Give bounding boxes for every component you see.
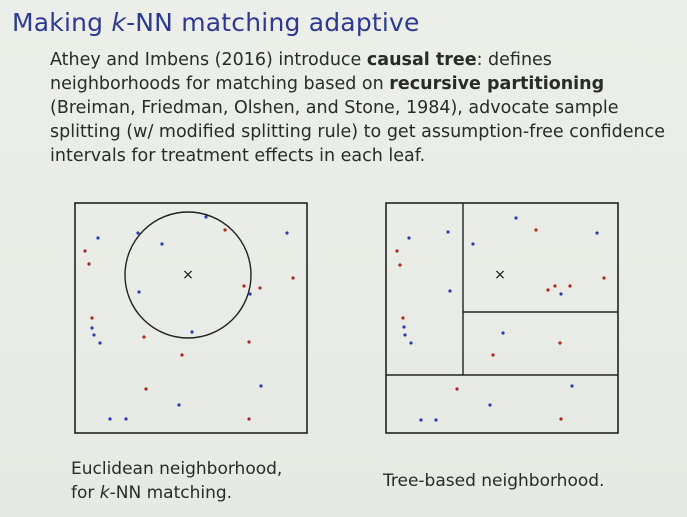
red-point <box>144 387 148 391</box>
blue-point <box>559 292 563 296</box>
blue-point <box>407 236 411 240</box>
right-query-marker: × <box>494 267 506 283</box>
paragraph-text-1: Athey and Imbens (2016) introduce <box>50 50 367 70</box>
red-point <box>553 284 557 288</box>
slide-paragraph: Athey and Imbens (2016) introduce causal… <box>50 48 670 168</box>
title-k: k <box>111 8 127 37</box>
title-suffix: -NN matching adaptive <box>126 8 420 37</box>
blue-point <box>403 333 407 337</box>
blue-point <box>160 242 164 246</box>
blue-point <box>248 292 252 296</box>
blue-point <box>446 230 450 234</box>
blue-point <box>124 417 128 421</box>
blue-point <box>570 384 574 388</box>
left-points <box>83 215 295 421</box>
blue-point <box>108 417 112 421</box>
left-query-marker: × <box>182 267 194 283</box>
red-point <box>398 263 402 267</box>
blue-point <box>488 403 492 407</box>
caption-left-pre: for <box>71 483 100 503</box>
caption-left-post: -NN matching. <box>109 483 233 503</box>
red-point <box>534 228 538 232</box>
red-point <box>401 316 405 320</box>
red-point <box>87 262 91 266</box>
caption-tree: Tree-based neighborhood. <box>383 471 605 491</box>
blue-point <box>285 231 289 235</box>
left-frame <box>74 202 308 434</box>
caption-left-k: k <box>99 483 110 503</box>
red-point <box>242 284 246 288</box>
blue-point <box>448 289 452 293</box>
red-point <box>258 286 262 290</box>
red-point <box>83 249 87 253</box>
blue-point <box>137 290 141 294</box>
blue-point <box>96 236 100 240</box>
red-point <box>455 387 459 391</box>
caption-left-line2: for k-NN matching. <box>71 481 282 505</box>
red-point <box>602 276 606 280</box>
paragraph-text-2: : defines neighborhoods for matching bas… <box>50 50 552 94</box>
blue-point <box>204 215 208 219</box>
blue-point <box>177 403 181 407</box>
paragraph-bold-recursive-partitioning: recursive partitioning <box>389 74 605 94</box>
red-point <box>546 288 550 292</box>
blue-point <box>190 330 194 334</box>
euclidean-neighborhood-figure: × <box>74 202 308 434</box>
blue-point <box>595 231 599 235</box>
red-point <box>142 335 146 339</box>
red-point <box>90 316 94 320</box>
blue-point <box>92 333 96 337</box>
knn-circle <box>124 211 252 339</box>
red-point <box>491 353 495 357</box>
blue-point <box>136 231 140 235</box>
blue-point <box>259 384 263 388</box>
right-points <box>395 216 606 422</box>
blue-point <box>501 331 505 335</box>
red-point <box>395 249 399 253</box>
blue-point <box>514 216 518 220</box>
paragraph-bold-causal-tree: causal tree <box>366 50 477 70</box>
red-point <box>223 228 227 232</box>
blue-point <box>90 326 94 330</box>
red-point <box>180 353 184 357</box>
right-frame <box>385 202 619 434</box>
blue-point <box>409 341 413 345</box>
red-point <box>247 340 251 344</box>
blue-point <box>98 341 102 345</box>
blue-point <box>402 325 406 329</box>
red-point <box>559 417 563 421</box>
red-point <box>247 417 251 421</box>
tree-neighborhood-figure: × <box>385 202 619 434</box>
red-point <box>568 284 572 288</box>
red-point <box>558 341 562 345</box>
slide-title: Making k-NN matching adaptive <box>12 8 420 37</box>
title-prefix: Making <box>12 8 112 37</box>
paragraph-text-3: (Breiman, Friedman, Olshen, and Stone, 1… <box>50 98 666 166</box>
blue-point <box>419 418 423 422</box>
caption-left-line1: Euclidean neighborhood, <box>71 459 283 479</box>
red-point <box>291 276 295 280</box>
blue-point <box>471 242 475 246</box>
blue-point <box>434 418 438 422</box>
caption-euclidean: Euclidean neighborhood, for k-NN matchin… <box>71 457 282 505</box>
